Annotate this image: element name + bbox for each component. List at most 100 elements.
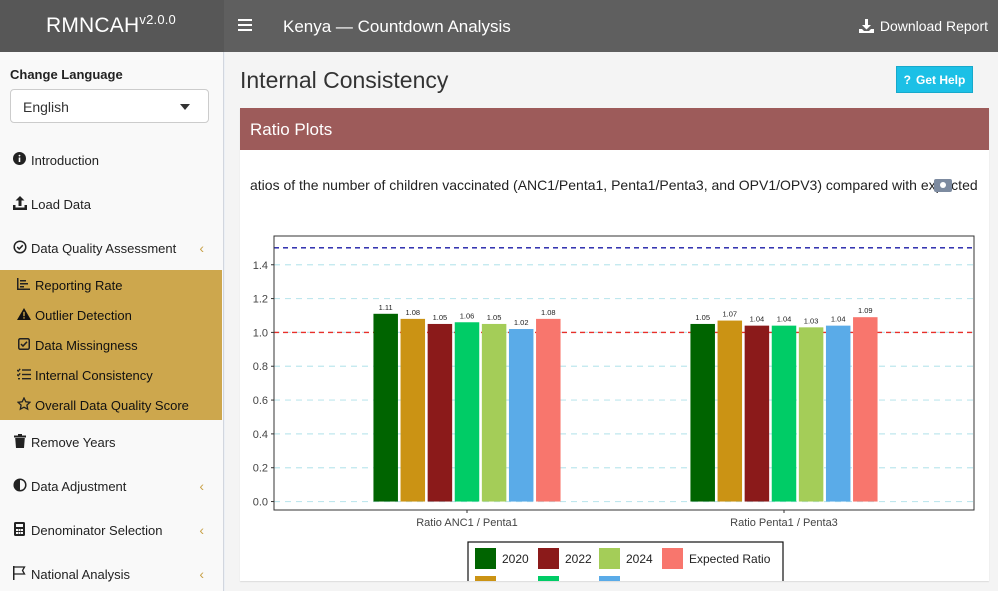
sidebar-item-internal-consistency[interactable]: Internal Consistency xyxy=(0,360,222,390)
bar xyxy=(427,323,453,502)
legend-swatch xyxy=(599,548,620,569)
sidebar-item-remove-years[interactable]: Remove Years xyxy=(0,420,222,464)
bar-value-label: 1.08 xyxy=(541,308,556,317)
sidebar-item-data-missingness[interactable]: Data Missingness xyxy=(0,330,222,360)
legend-label: 2023 xyxy=(565,580,592,581)
chevron-left-icon: ‹ xyxy=(199,478,204,494)
upload-icon xyxy=(12,195,27,213)
y-tick-label: 0.6 xyxy=(253,395,268,407)
chart-title: atios of the number of children vaccinat… xyxy=(250,177,977,193)
bar xyxy=(536,318,561,502)
legend-swatch xyxy=(599,576,620,581)
bar xyxy=(717,320,743,502)
sidebar-subitem-label: Overall Data Quality Score xyxy=(35,397,189,413)
brand-version: v2.0.0 xyxy=(139,12,176,27)
camera-icon[interactable] xyxy=(934,179,952,192)
bar-value-label: 1.05 xyxy=(487,313,502,322)
sidebar-item-load-data[interactable]: Load Data xyxy=(0,182,222,226)
download-report-button[interactable]: Download Report xyxy=(858,18,988,34)
sidebar-item-label: Data Adjustment xyxy=(31,478,127,494)
download-report-label: Download Report xyxy=(879,18,988,34)
sidebar-item-outlier-detection[interactable]: Outlier Detection xyxy=(0,300,222,330)
bar xyxy=(400,318,426,502)
x-tick-label: Ratio ANC1 / Penta1 xyxy=(416,517,518,529)
language-label: Change Language xyxy=(10,67,123,82)
y-tick-label: 0.4 xyxy=(253,429,268,441)
sidebar-item-data-adjustment[interactable]: Data Adjustment ‹ xyxy=(0,464,222,508)
legend-label: 2025 xyxy=(626,580,653,581)
plot-border xyxy=(273,235,975,511)
sidebar-item-overall-data-quality-score[interactable]: Overall Data Quality Score xyxy=(0,390,222,420)
sidebar-item-reporting-rate[interactable]: Reporting Rate xyxy=(0,270,222,300)
warning-icon xyxy=(16,307,31,323)
box-title: Ratio Plots xyxy=(250,120,333,139)
checkbox-icon xyxy=(16,337,31,353)
bar xyxy=(744,325,770,502)
chevron-left-icon: ‹ xyxy=(199,240,204,256)
list-check-icon xyxy=(16,367,31,383)
bar xyxy=(454,322,480,502)
check-circle-icon xyxy=(12,239,27,257)
bar-value-label: 1.04 xyxy=(831,315,846,324)
brand-name: RMNCAH xyxy=(46,14,140,37)
half-circle-icon xyxy=(12,477,27,495)
bar-value-label: 1.06 xyxy=(460,311,475,320)
legend-swatch xyxy=(538,576,559,581)
legend-label: Expected Ratio xyxy=(689,552,771,566)
box-header: Ratio Plots xyxy=(240,108,989,150)
bar xyxy=(481,323,507,502)
y-tick-label: 1.0 xyxy=(253,327,268,339)
legend-swatch xyxy=(475,576,496,581)
sidebar-item-introduction[interactable]: Introduction xyxy=(0,138,222,182)
bar-value-label: 1.03 xyxy=(804,316,819,325)
sidebar-item-data-quality-assessment[interactable]: Data Quality Assessment ‹ xyxy=(0,226,222,270)
sidebar-subitem-label: Reporting Rate xyxy=(35,277,123,293)
bar xyxy=(825,325,851,502)
sidebar-subitem-label: Data Missingness xyxy=(35,337,138,353)
legend-label: 2021 xyxy=(502,580,529,581)
brand-logo[interactable]: RMNCAHv2.0.0 xyxy=(0,0,224,52)
legend-label: 2020 xyxy=(502,552,529,566)
sidebar-item-national-analysis[interactable]: National Analysis ‹ xyxy=(0,552,222,591)
sidebar-subitem-label: Outlier Detection xyxy=(35,307,132,323)
sidebar-item-denominator-selection[interactable]: Denominator Selection ‹ xyxy=(0,508,222,552)
sidebar: Change Language English Introduction Loa… xyxy=(0,52,224,591)
chevron-left-icon: ‹ xyxy=(199,522,204,538)
legend-label: 2024 xyxy=(626,552,653,566)
y-tick-label: 0.8 xyxy=(253,361,268,373)
trash-icon xyxy=(12,433,27,451)
language-selected-value: English xyxy=(23,99,69,115)
sidebar-item-label: Remove Years xyxy=(31,434,116,450)
download-icon xyxy=(858,19,874,33)
chevron-left-icon: ‹ xyxy=(199,566,204,582)
flag-icon xyxy=(12,565,27,583)
bar-value-label: 1.05 xyxy=(695,313,710,322)
y-tick-label: 1.2 xyxy=(253,294,268,306)
bar-value-label: 1.07 xyxy=(722,310,737,319)
legend-swatch xyxy=(475,548,496,569)
question-icon: ? xyxy=(903,72,911,87)
bar-value-label: 1.05 xyxy=(433,313,448,322)
bar xyxy=(771,325,797,502)
top-header: RMNCAHv2.0.0 Kenya — Countdown Analysis … xyxy=(0,0,998,52)
get-help-button[interactable]: ? Get Help xyxy=(896,66,973,93)
bar xyxy=(798,327,824,502)
bar xyxy=(373,313,398,502)
bar-value-label: 1.08 xyxy=(405,308,420,317)
x-tick-label: Ratio Penta1 / Penta3 xyxy=(730,517,838,529)
legend-swatch xyxy=(662,548,683,569)
y-tick-label: 1.4 xyxy=(253,260,268,272)
bar-value-label: 1.11 xyxy=(379,303,393,312)
submenu-data-quality: Reporting Rate Outlier Detection Data Mi… xyxy=(0,270,222,420)
info-circle-icon xyxy=(12,152,27,168)
get-help-label: Get Help xyxy=(916,72,966,87)
page-title: Internal Consistency xyxy=(240,67,449,93)
sidebar-item-label: Load Data xyxy=(31,196,91,212)
ratio-plots-box: Ratio Plots atios of the number of child… xyxy=(240,108,989,581)
calculator-icon xyxy=(12,521,27,539)
language-select[interactable]: English xyxy=(10,89,209,123)
menu-toggle-icon[interactable] xyxy=(238,16,252,34)
bar-value-label: 1.04 xyxy=(750,315,765,324)
legend-box xyxy=(467,541,784,581)
app-title: Kenya — Countdown Analysis xyxy=(283,17,511,36)
